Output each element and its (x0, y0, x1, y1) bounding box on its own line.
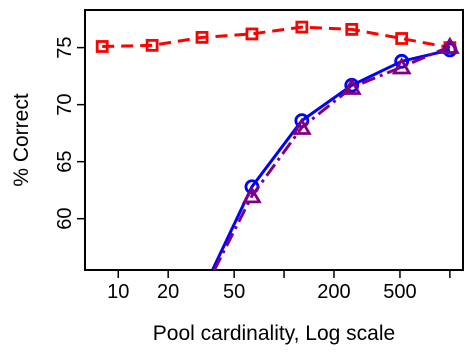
series-2 (213, 36, 460, 270)
series-2-point-1 (291, 117, 312, 135)
series-2-point-2 (341, 77, 362, 95)
series-layer (95, 20, 460, 270)
series-0-point-2 (195, 30, 209, 44)
series-1-point-3 (394, 53, 410, 69)
x-axis-title: Pool cardinality, Log scale (153, 322, 395, 345)
x-tick-label-2: 50 (223, 281, 245, 303)
y-tick-label-1: 65 (54, 151, 76, 173)
x-tick-label-5: 500 (383, 281, 416, 303)
y-tick-label-0: 60 (54, 208, 76, 230)
y-axis: 60 65 70 75 (54, 37, 85, 230)
series-0-point-1 (145, 38, 159, 52)
series-0-point-5 (345, 22, 359, 36)
series-1 (211, 42, 458, 270)
y-tick-label-2: 70 (54, 94, 76, 116)
x-tick-label-1: 20 (157, 281, 179, 303)
series-0-line (102, 25, 451, 50)
x-tick-label-4: 200 (317, 281, 350, 303)
x-axis: 10 20 50 200 500 (107, 270, 451, 303)
series-2-point-0 (241, 186, 262, 204)
y-tick-label-3: 75 (54, 37, 76, 59)
series-0-point-6 (395, 32, 409, 45)
y-axis-title: % Correct (10, 93, 33, 187)
series-2-point-3 (391, 57, 412, 75)
series-0-point-3 (245, 27, 259, 41)
series-0-point-4 (295, 20, 309, 34)
series-2-line (213, 45, 451, 270)
series-0-point-0 (95, 40, 109, 53)
x-tick-label-0: 10 (107, 281, 129, 303)
series-0 (95, 20, 457, 55)
series-2-point-4 (439, 36, 460, 54)
series-1-line (211, 48, 451, 270)
plot-frame (84, 9, 464, 271)
